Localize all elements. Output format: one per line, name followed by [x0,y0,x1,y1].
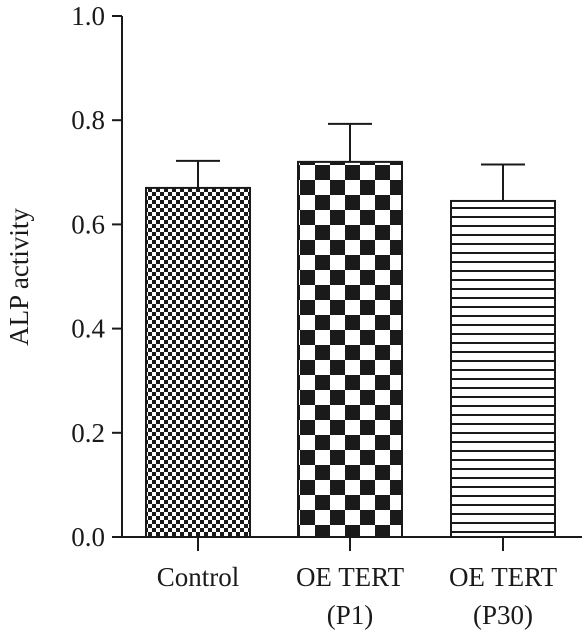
y-tick-label: 1.0 [71,1,105,31]
y-tick-label: 0.6 [71,209,105,239]
y-tick-label: 0.0 [71,522,105,552]
y-tick-label: 0.8 [71,105,105,135]
bar-1 [145,186,251,538]
y-axis-ticks: 0.0 0.2 0.4 0.6 0.8 1.0 [71,1,122,552]
x-category-label: Control [157,562,240,592]
x-category-sublabel: (P30) [473,600,533,630]
y-axis-title: ALP activity [4,208,34,346]
bar-2 [297,160,403,538]
x-category-sublabel: (P1) [327,600,374,630]
error-bars-group [176,122,525,201]
y-tick-label: 0.4 [71,314,105,344]
x-category-label: OE TERT [449,562,558,592]
bars-group [145,160,556,539]
bar-3 [450,199,556,539]
x-category-label: OE TERT [296,562,405,592]
y-tick-label: 0.2 [71,418,105,448]
x-axis-ticks: Control OE TERT (P1) OE TERT (P30) [157,537,558,630]
